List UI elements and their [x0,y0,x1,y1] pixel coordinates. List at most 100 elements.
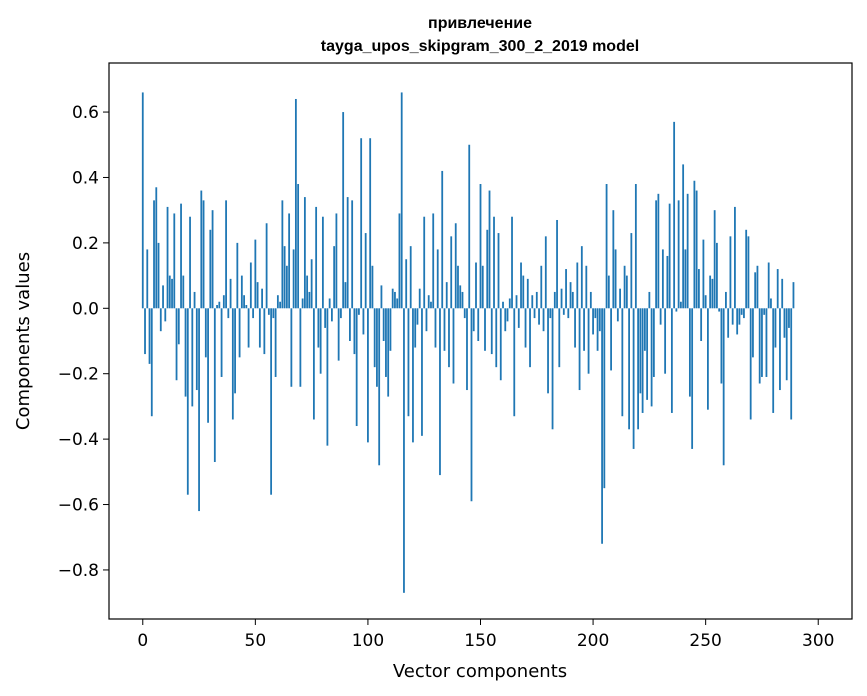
bar-267 [743,308,745,319]
bar-211 [616,308,619,322]
bar-116 [403,308,405,593]
bar-279 [770,298,772,309]
bar-18 [182,275,185,309]
bar-66 [290,308,293,387]
bar-258 [722,308,725,466]
bar-252 [709,275,712,309]
bar-82 [326,308,329,446]
bar-60 [276,295,279,309]
bar-257 [720,308,723,384]
bar-229 [657,193,660,309]
bar-133 [441,170,444,309]
bar-97 [360,138,363,309]
bar-278 [767,262,770,309]
bar-235 [670,308,673,413]
bar-36 [222,295,225,309]
bar-45 [243,295,245,309]
bar-204 [601,308,603,544]
bar-205 [603,308,606,489]
y-tick-label: −0.8 [58,561,99,581]
bar-220 [637,308,640,430]
y-tick-label: −0.2 [58,365,99,385]
y-tick-label: 0.4 [72,168,99,188]
bar-156 [493,216,495,309]
bar-137 [450,236,453,309]
bar-275 [761,308,763,377]
bar-214 [623,265,626,309]
bar-22 [191,308,194,407]
bar-140 [457,265,459,309]
bar-277 [765,308,768,377]
bar-136 [448,308,450,368]
bar-161 [504,308,507,332]
bar-112 [394,291,396,309]
bar-122 [416,308,419,325]
bar-269 [747,236,750,309]
bar-47 [247,308,250,348]
bar-96 [358,308,360,315]
bar-29 [207,308,209,423]
bar-247 [698,269,700,309]
bar-134 [443,308,446,351]
bar-283 [779,308,781,391]
y-tick-label: 0.0 [72,299,99,319]
bar-255 [716,242,718,309]
bar-135 [445,282,448,309]
bar-280 [772,308,775,413]
bar-230 [659,308,662,325]
bar-223 [643,308,646,351]
bar-160 [502,301,504,309]
bar-2 [146,249,149,309]
bar-51 [256,282,259,309]
bar-11 [166,206,169,309]
bar-201 [594,308,597,319]
bar-166 [515,295,518,309]
bar-197 [585,265,588,309]
bar-206 [605,184,608,309]
bar-193 [576,262,579,309]
bar-6 [155,187,158,309]
bar-173 [531,295,534,309]
bar-86 [335,213,338,309]
bar-190 [569,282,572,309]
bar-90 [344,282,347,309]
bar-88 [340,308,342,319]
bar-150 [479,184,482,309]
bar-195 [580,246,583,309]
bar-215 [625,275,628,309]
bar-109 [387,308,390,397]
bar-91 [346,197,349,309]
bar-176 [538,308,540,325]
bar-92 [349,308,351,341]
bar-81 [324,308,327,328]
bar-24 [195,308,198,391]
bar-289 [792,282,795,309]
bar-243 [688,308,691,397]
bar-110 [389,308,392,351]
bar-250 [704,295,707,309]
bar-210 [614,249,617,309]
bar-28 [204,308,207,358]
bar-142 [461,291,464,309]
bar-285 [783,308,786,338]
bar-273 [756,265,759,309]
bar-94 [353,308,356,355]
bar-200 [592,308,594,335]
x-tick-label: 200 [577,631,609,651]
bar-25 [198,308,200,512]
bar-259 [725,291,727,309]
bar-239 [679,301,682,309]
bar-61 [279,301,282,309]
bar-52 [258,308,261,348]
bar-105 [378,308,381,466]
bar-93 [351,200,354,309]
bar-4 [150,308,153,417]
bar-188 [565,269,567,309]
bar-20 [186,308,189,495]
bar-5 [153,200,155,309]
bar-264 [736,308,739,335]
bar-147 [472,308,475,332]
bar-56 [267,308,270,315]
bar-113 [396,298,399,309]
chart-title: привлечение tayga_upos_skipgram_300_2_20… [321,15,639,55]
